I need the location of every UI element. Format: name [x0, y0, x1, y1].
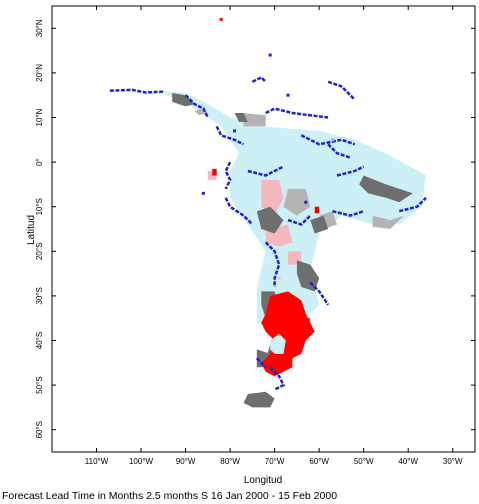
coastal-line-blue-14	[332, 209, 365, 217]
marker-blue-5	[304, 200, 308, 204]
y-axis-title: Latitud	[26, 215, 37, 245]
region-dark-gray-11	[234, 113, 248, 122]
region-dark-gray-12	[359, 175, 413, 203]
x-tick-label-6: 50°W	[354, 457, 374, 466]
y-axis: 30°N 20°N 10°N 0° 10°S 20°S 30°S 40°S 50°S 60°S	[35, 19, 475, 438]
x-axis: 110°W 100°W 90°W 80°W 70°W 60°W 50°W 40°W 30°W	[85, 6, 463, 466]
caption: Forecast Lead Time in Months 2.5 months …	[2, 490, 337, 502]
x-tick-label-2: 90°W	[176, 457, 196, 466]
x-tick-label-0: 110°W	[85, 457, 109, 466]
coastal-line-blue-15	[287, 214, 312, 226]
plot-frame	[51, 5, 476, 453]
region-pink-6	[261, 179, 284, 216]
forecast-regions	[127, 90, 426, 408]
marker-blue-1	[268, 53, 272, 57]
x-tick-label-3: 80°W	[220, 457, 240, 466]
marker-pink-7	[277, 276, 281, 280]
region-dark-gray-14	[310, 215, 329, 234]
coastal-line-blue-2	[215, 125, 245, 146]
forecast-markers	[201, 17, 335, 280]
x-axis-title: Longitud	[244, 475, 282, 486]
y-tick-label-8: 50°S	[35, 376, 44, 393]
region-dark-gray-20	[243, 391, 275, 408]
coastal-line-blue-7	[327, 143, 351, 159]
coastal-line-blue-11	[247, 165, 285, 177]
y-tick-label-6: 30°S	[35, 287, 44, 304]
marker-blue-2	[233, 129, 237, 133]
region-red-22	[212, 168, 217, 176]
region-light-gray-5	[243, 113, 266, 127]
region-red-21	[261, 291, 315, 377]
region-dark-gray-13	[256, 206, 284, 234]
region-dark-gray-15	[296, 260, 320, 292]
marker-light-gray-6	[331, 138, 335, 142]
coastal-line-blue-1	[184, 94, 209, 119]
x-tick-label-4: 70°W	[265, 457, 285, 466]
y-tick-label-9: 60°S	[35, 421, 44, 438]
marker-blue-4	[201, 191, 205, 195]
region-dark-gray-10	[172, 93, 195, 107]
x-tick-label-8: 30°W	[443, 457, 463, 466]
y-tick-label-4: 10°S	[35, 198, 44, 215]
forecast-coastal-lines	[109, 75, 427, 391]
coastal-line-blue-13	[398, 196, 427, 213]
marker-blue-3	[286, 93, 290, 97]
coastal-line-blue-10	[264, 241, 281, 287]
region-light-gray-4	[372, 215, 404, 229]
coastal-line-blue-0	[109, 88, 164, 94]
region-red-23	[314, 206, 320, 214]
coastal-line-blue-5	[327, 80, 356, 101]
y-tick-label-2: 10°N	[35, 108, 44, 126]
coastal-line-blue-9	[224, 197, 254, 226]
x-tick-label-7: 40°W	[398, 457, 418, 466]
y-tick-label-1: 20°N	[35, 64, 44, 82]
coastal-line-blue-3	[265, 107, 329, 119]
y-tick-label-3: 0°	[35, 158, 44, 166]
y-tick-label-0: 30°N	[35, 19, 44, 37]
coastal-line-blue-17	[269, 366, 286, 391]
marker-red-0	[219, 17, 223, 21]
coastal-line-blue-12	[336, 165, 365, 177]
region-light-cyan-24	[270, 333, 286, 354]
coastal-line-blue-8	[224, 161, 232, 190]
coastal-line-blue-6	[251, 75, 267, 83]
coastal-line-blue-18	[255, 357, 267, 369]
y-tick-label-7: 40°S	[35, 332, 44, 349]
coastal-line-blue-4	[300, 134, 356, 146]
region-light-gray-2	[283, 188, 311, 216]
x-tick-label-1: 100°W	[129, 457, 154, 466]
region-light-cyan-0	[127, 90, 426, 332]
y-tick-label-5: 20°S	[35, 243, 44, 260]
x-tick-label-5: 60°W	[309, 457, 329, 466]
coastal-line-blue-16	[309, 281, 330, 306]
